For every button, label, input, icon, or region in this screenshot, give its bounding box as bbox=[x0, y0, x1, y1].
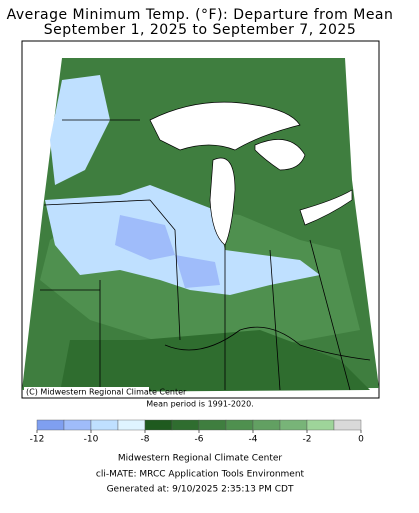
map-body bbox=[22, 58, 379, 392]
color-swatch bbox=[63, 419, 92, 431]
tick-label: -10 bbox=[84, 435, 99, 445]
footer-line: cli-MATE: MRCC Application Tools Environ… bbox=[96, 470, 305, 480]
tick-label: -8 bbox=[141, 435, 150, 445]
subtitle: September 1, 2025 to September 7, 2025 bbox=[44, 22, 357, 38]
mean-period-note: Mean period is 1991-2020. bbox=[146, 400, 253, 409]
color-swatch bbox=[252, 419, 281, 431]
credit-box bbox=[24, 387, 149, 397]
tick-label: 0 bbox=[358, 435, 364, 445]
title: Average Minimum Temp. (°F): Departure fr… bbox=[7, 7, 394, 23]
color-swatch bbox=[144, 419, 173, 431]
tick-label: -4 bbox=[249, 435, 258, 445]
color-swatch bbox=[90, 419, 119, 431]
color-swatch bbox=[306, 419, 335, 431]
footer-line: Midwestern Regional Climate Center bbox=[118, 454, 283, 464]
color-swatch bbox=[171, 419, 200, 431]
footer-line: Generated at: 9/10/2025 2:35:13 PM CDT bbox=[107, 485, 294, 495]
color-swatch bbox=[279, 419, 308, 431]
color-swatch bbox=[198, 419, 227, 431]
tick-label: -2 bbox=[303, 435, 312, 445]
color-swatch bbox=[117, 419, 146, 431]
colorbar: -12 -10 -8 -6 -4 -2 0 bbox=[30, 419, 364, 445]
tick-label: -12 bbox=[30, 435, 45, 445]
tick-label: -6 bbox=[195, 435, 204, 445]
color-swatch bbox=[333, 419, 362, 431]
color-swatch bbox=[36, 419, 65, 431]
map-credit: (C) Midwestern Regional Climate Center bbox=[26, 388, 187, 397]
color-swatch bbox=[225, 419, 254, 431]
